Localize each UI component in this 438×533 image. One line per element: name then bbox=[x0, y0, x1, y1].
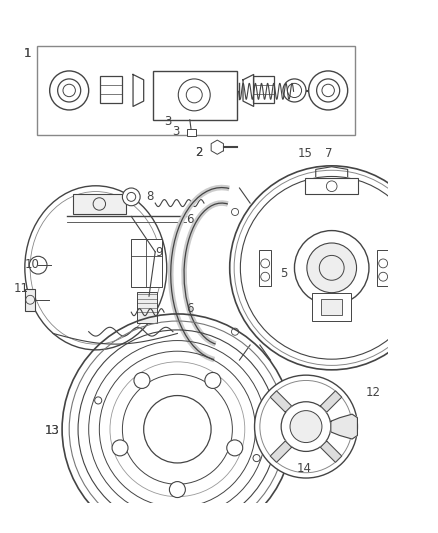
FancyBboxPatch shape bbox=[37, 46, 355, 135]
Text: 1: 1 bbox=[24, 47, 32, 60]
Circle shape bbox=[178, 79, 210, 111]
FancyBboxPatch shape bbox=[312, 293, 351, 321]
FancyBboxPatch shape bbox=[321, 299, 343, 315]
Text: 13: 13 bbox=[44, 424, 59, 437]
Text: 15: 15 bbox=[298, 147, 313, 160]
Circle shape bbox=[309, 71, 348, 110]
Text: 5: 5 bbox=[280, 266, 288, 280]
Text: 9: 9 bbox=[155, 246, 162, 259]
FancyBboxPatch shape bbox=[138, 292, 157, 323]
Circle shape bbox=[170, 482, 185, 497]
Text: 3: 3 bbox=[172, 125, 180, 138]
FancyBboxPatch shape bbox=[73, 194, 126, 214]
FancyBboxPatch shape bbox=[253, 76, 274, 103]
Text: 7: 7 bbox=[325, 147, 332, 160]
Polygon shape bbox=[270, 441, 292, 462]
Circle shape bbox=[283, 79, 306, 102]
Circle shape bbox=[227, 440, 243, 456]
Circle shape bbox=[294, 231, 369, 305]
Polygon shape bbox=[331, 414, 357, 439]
Circle shape bbox=[144, 395, 211, 463]
Polygon shape bbox=[321, 391, 342, 412]
Text: 2: 2 bbox=[195, 146, 203, 159]
Text: 3: 3 bbox=[164, 115, 171, 128]
Text: 2: 2 bbox=[195, 146, 203, 159]
Circle shape bbox=[254, 375, 357, 478]
Text: 6: 6 bbox=[186, 214, 194, 227]
FancyBboxPatch shape bbox=[187, 128, 196, 136]
Text: 6: 6 bbox=[186, 302, 194, 315]
Circle shape bbox=[205, 373, 221, 389]
Polygon shape bbox=[270, 391, 292, 412]
Text: 13: 13 bbox=[44, 424, 59, 437]
Text: 14: 14 bbox=[297, 462, 312, 475]
Polygon shape bbox=[211, 140, 223, 154]
FancyBboxPatch shape bbox=[122, 514, 131, 521]
Circle shape bbox=[230, 166, 434, 370]
Ellipse shape bbox=[25, 186, 167, 350]
Text: 12: 12 bbox=[365, 385, 381, 399]
Circle shape bbox=[112, 440, 128, 456]
FancyBboxPatch shape bbox=[224, 514, 233, 521]
Circle shape bbox=[281, 402, 331, 451]
Text: 10: 10 bbox=[25, 258, 40, 271]
FancyBboxPatch shape bbox=[259, 250, 272, 286]
FancyBboxPatch shape bbox=[152, 71, 237, 120]
FancyBboxPatch shape bbox=[25, 289, 35, 311]
Text: 11: 11 bbox=[13, 282, 28, 295]
Circle shape bbox=[122, 188, 140, 206]
Circle shape bbox=[134, 373, 150, 389]
Circle shape bbox=[307, 243, 357, 293]
Polygon shape bbox=[243, 75, 254, 107]
Circle shape bbox=[290, 410, 322, 442]
Circle shape bbox=[29, 256, 47, 274]
Circle shape bbox=[49, 71, 88, 110]
FancyBboxPatch shape bbox=[305, 178, 358, 194]
FancyBboxPatch shape bbox=[100, 76, 121, 103]
Polygon shape bbox=[321, 441, 342, 462]
Text: 8: 8 bbox=[146, 190, 154, 204]
Text: 1: 1 bbox=[24, 47, 32, 60]
FancyBboxPatch shape bbox=[131, 239, 162, 287]
FancyBboxPatch shape bbox=[377, 250, 389, 286]
Polygon shape bbox=[133, 75, 144, 107]
